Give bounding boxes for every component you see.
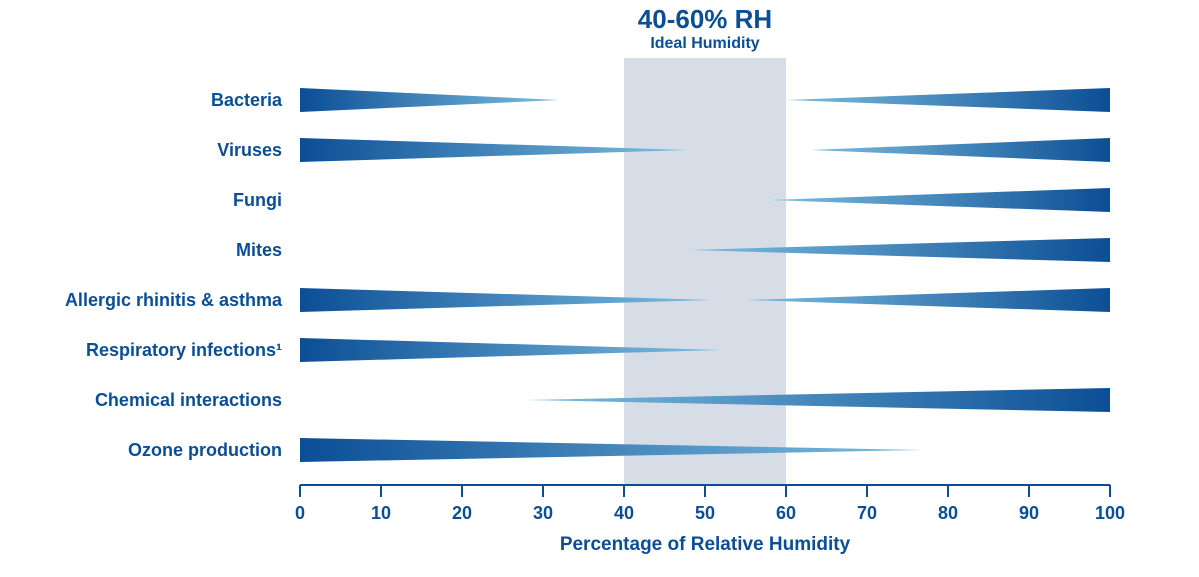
ideal-band-subtitle: Ideal Humidity <box>650 35 759 52</box>
x-tick-label: 80 <box>938 503 958 523</box>
wedge-right <box>810 138 1110 162</box>
humidity-chart: 40-60% RHIdeal Humidity Bacteria Viruses Fu… <box>0 0 1199 577</box>
row-label: Ozone production <box>128 440 282 460</box>
row-label: Mites <box>236 240 282 260</box>
wedge-right <box>527 388 1110 412</box>
row-label: Respiratory infections¹ <box>86 340 282 360</box>
x-tick-label: 50 <box>695 503 715 523</box>
row-label: Bacteria <box>211 90 283 110</box>
x-tick-label: 60 <box>776 503 796 523</box>
x-tick-label: 20 <box>452 503 472 523</box>
ideal-band <box>624 58 786 485</box>
x-tick-label: 70 <box>857 503 877 523</box>
wedge-left <box>300 88 559 112</box>
x-axis-title: Percentage of Relative Humidity <box>560 534 851 555</box>
wedge-right <box>770 188 1110 212</box>
x-tick-label: 10 <box>371 503 391 523</box>
x-tick-label: 100 <box>1095 503 1125 523</box>
wedge-right <box>786 88 1110 112</box>
x-tick-label: 90 <box>1019 503 1039 523</box>
wedge-left <box>300 438 924 462</box>
x-tick-label: 30 <box>533 503 553 523</box>
row-label: Fungi <box>233 190 282 210</box>
row-label: Allergic rhinitis & asthma <box>65 290 283 310</box>
ideal-band-title: 40-60% RH <box>638 4 772 34</box>
wedge-right <box>746 288 1111 312</box>
x-tick-label: 0 <box>295 503 305 523</box>
row-label: Chemical interactions <box>95 390 282 410</box>
x-tick-label: 40 <box>614 503 634 523</box>
row-label: Viruses <box>217 140 282 160</box>
